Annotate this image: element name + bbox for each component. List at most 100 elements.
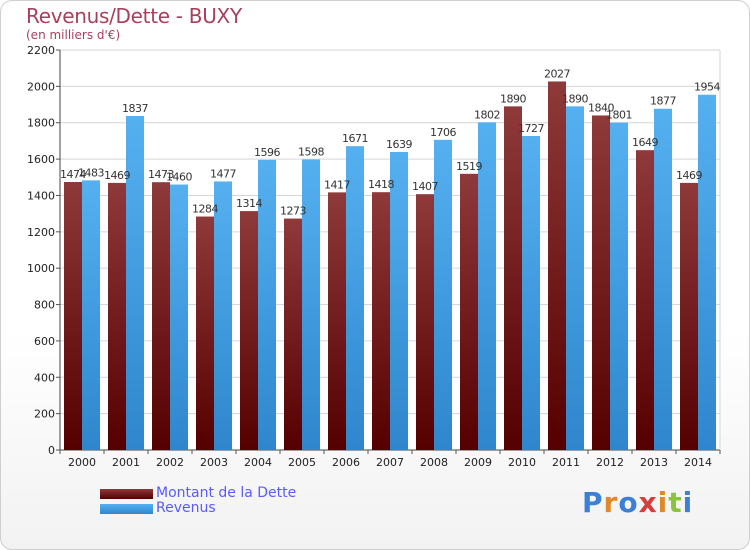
x-tick-label: 2000 — [68, 456, 96, 469]
data-label-dette: 1890 — [500, 92, 526, 105]
bar-revenus — [346, 146, 364, 450]
y-tick-label: 1200 — [27, 226, 55, 239]
bar-revenus — [302, 159, 320, 451]
legend-label-dette: Montant de la Dette — [156, 485, 297, 501]
data-label-dette: 1314 — [236, 197, 262, 210]
data-label-dette: 1407 — [412, 180, 438, 193]
data-label-dette: 1418 — [368, 178, 394, 191]
data-label-revenus: 1706 — [430, 126, 456, 139]
data-label-dette: 2027 — [544, 67, 570, 80]
legend-swatch-revenus — [100, 504, 153, 514]
bar-dette — [680, 182, 698, 450]
bar-dette — [240, 211, 258, 450]
data-label-dette: 1469 — [104, 169, 130, 182]
bar-dette — [328, 192, 346, 450]
x-tick-label: 2010 — [508, 456, 536, 469]
y-tick-label: 400 — [34, 371, 55, 384]
data-label-revenus: 1477 — [210, 167, 236, 180]
x-tick-label: 2008 — [420, 456, 448, 469]
y-tick-label: 200 — [34, 408, 55, 421]
data-label-revenus: 1801 — [606, 109, 632, 122]
x-tick-label: 2013 — [640, 456, 668, 469]
bar-dette — [108, 182, 126, 450]
data-label-dette: 1284 — [192, 203, 218, 216]
x-tick-label: 2001 — [112, 456, 140, 469]
bar-dette — [636, 150, 654, 450]
y-tick-label: 0 — [48, 444, 55, 457]
bar-dette — [284, 218, 302, 450]
bar-dette — [592, 115, 610, 451]
bar-dette — [416, 194, 434, 450]
data-label-revenus: 1596 — [254, 146, 280, 159]
bar-revenus — [170, 184, 188, 450]
y-tick-label: 1800 — [27, 117, 55, 130]
proxiti-logo: Proxiti — [582, 486, 693, 519]
bar-revenus — [566, 106, 584, 450]
x-tick-label: 2012 — [596, 456, 624, 469]
x-tick-label: 2011 — [552, 456, 580, 469]
bar-dette — [196, 216, 214, 450]
legend-label-revenus: Revenus — [156, 500, 216, 516]
bar-revenus — [434, 139, 452, 450]
data-label-dette: 1417 — [324, 178, 350, 191]
bar-revenus — [126, 116, 144, 450]
bar-dette — [504, 106, 522, 450]
data-label-revenus: 1671 — [342, 132, 368, 145]
bar-revenus — [214, 181, 232, 451]
data-label-revenus: 1639 — [386, 138, 412, 151]
data-label-revenus: 1954 — [694, 81, 720, 94]
y-tick-label: 1000 — [27, 262, 55, 275]
bar-revenus — [698, 94, 716, 451]
data-label-dette: 1840 — [588, 101, 614, 114]
bar-revenus — [258, 159, 276, 450]
logo-letter: x — [638, 486, 658, 519]
x-tick-label: 2002 — [156, 456, 184, 469]
bar-revenus — [654, 108, 672, 451]
x-tick-label: 2005 — [288, 456, 316, 469]
chart-title: Revenus/Dette - BUXY — [26, 4, 242, 28]
logo-letter: o — [618, 486, 639, 519]
data-label-revenus: 1483 — [78, 166, 104, 179]
data-label-revenus: 1802 — [474, 108, 500, 121]
logo-letter: i — [657, 486, 669, 519]
bar-revenus — [82, 180, 100, 450]
logo-letter: i — [682, 486, 694, 519]
data-label-revenus: 1890 — [562, 92, 588, 105]
bar-dette — [460, 173, 478, 450]
logo-letter: t — [668, 486, 683, 519]
data-label-dette: 1473 — [148, 168, 174, 181]
y-tick-label: 1400 — [27, 189, 55, 202]
bar-revenus — [390, 152, 408, 450]
bar-revenus — [522, 136, 540, 450]
chart-subtitle: (en milliers d'€) — [26, 28, 121, 42]
bar-revenus — [478, 122, 496, 450]
bar-dette — [64, 182, 82, 450]
x-tick-label: 2003 — [200, 456, 228, 469]
data-label-dette: 1474 — [60, 168, 86, 181]
data-label-dette: 1273 — [280, 205, 306, 218]
bar-dette — [372, 192, 390, 450]
data-label-revenus: 1877 — [650, 95, 676, 108]
x-tick-label: 2009 — [464, 456, 492, 469]
y-tick-label: 800 — [34, 299, 55, 312]
data-label-dette: 1519 — [456, 160, 482, 173]
data-label-revenus: 1837 — [122, 102, 148, 115]
data-label-dette: 1649 — [632, 136, 658, 149]
y-tick-label: 2200 — [27, 44, 55, 57]
x-tick-label: 2007 — [376, 456, 404, 469]
logo-letter: r — [603, 486, 619, 519]
bar-revenus — [610, 122, 628, 450]
x-tick-label: 2014 — [684, 456, 712, 469]
x-tick-label: 2006 — [332, 456, 360, 469]
data-label-revenus: 1598 — [298, 145, 324, 158]
y-tick-label: 2000 — [27, 80, 55, 93]
y-tick-label: 600 — [34, 335, 55, 348]
data-label-revenus: 1727 — [518, 122, 544, 135]
x-tick-label: 2004 — [244, 456, 272, 469]
legend-swatch-dette — [100, 489, 153, 499]
data-label-revenus: 1460 — [166, 171, 192, 184]
y-tick-label: 1600 — [27, 153, 55, 166]
logo-letter: P — [582, 486, 604, 519]
bar-dette — [548, 81, 566, 451]
